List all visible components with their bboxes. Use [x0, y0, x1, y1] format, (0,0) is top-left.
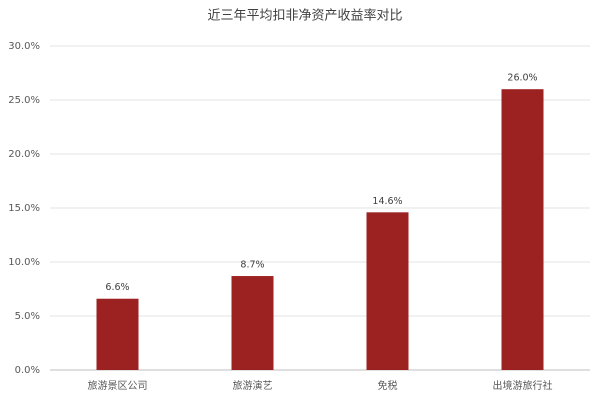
chart-title: 近三年平均扣非净资产收益率对比: [207, 8, 402, 24]
bar: [231, 276, 274, 370]
bar: [501, 89, 544, 370]
y-tick-label: 30.0%: [8, 41, 40, 52]
x-tick-label: 旅游景区公司: [88, 379, 148, 392]
value-label: 6.6%: [105, 282, 129, 293]
value-label: 14.6%: [372, 196, 402, 207]
y-tick-label: 15.0%: [8, 203, 40, 214]
bar: [366, 212, 409, 370]
x-tick-label: 出境游旅行社: [493, 379, 553, 392]
x-tick-label: 旅游演艺: [233, 379, 273, 392]
y-tick-label: 25.0%: [8, 95, 40, 106]
value-label: 26.0%: [507, 73, 537, 84]
x-tick-label: 免税: [378, 379, 398, 392]
y-tick-label: 20.0%: [8, 149, 40, 160]
value-label: 8.7%: [240, 260, 264, 271]
y-tick-label: 10.0%: [8, 257, 40, 268]
y-tick-label: 0.0%: [15, 365, 40, 376]
bar: [96, 298, 139, 370]
y-tick-label: 5.0%: [15, 311, 40, 322]
